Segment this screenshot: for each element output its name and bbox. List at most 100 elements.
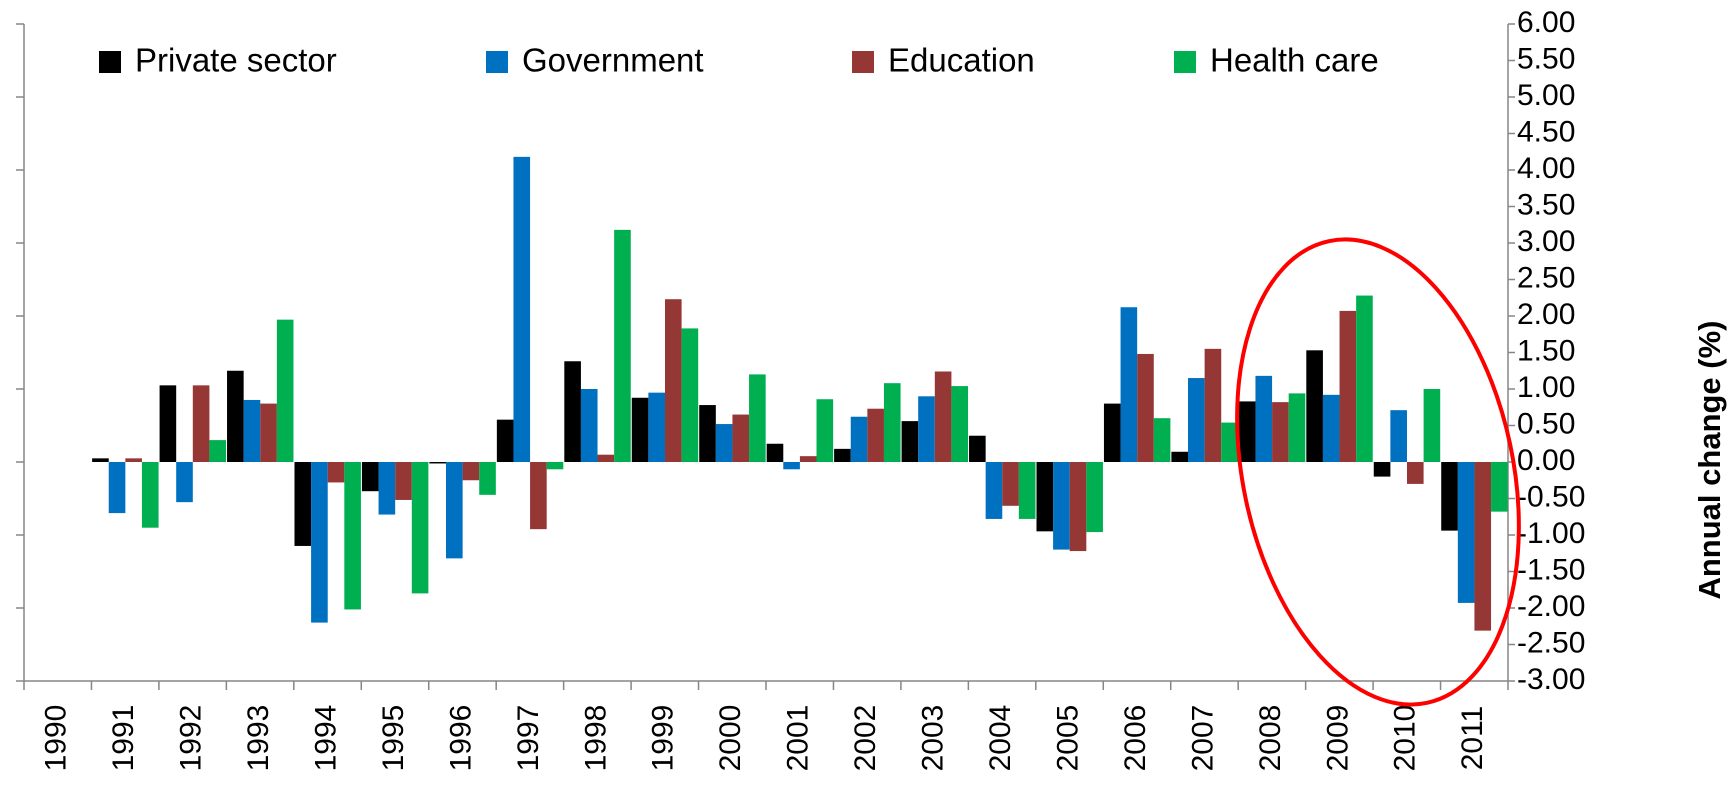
legend-swatch: [486, 51, 508, 73]
bar: [614, 229, 631, 462]
bar: [681, 328, 699, 462]
x-tick-label: 2004: [984, 705, 1017, 772]
y-tick-label: 5.50: [1517, 42, 1575, 75]
x-tick-label: 1997: [512, 705, 545, 772]
bar: [1069, 462, 1087, 552]
bar: [1221, 422, 1238, 462]
legend-label: Private sector: [135, 42, 337, 79]
bar: [479, 462, 496, 495]
bar: [209, 440, 227, 462]
x-tick-label: 2005: [1051, 705, 1084, 772]
bar: [429, 462, 447, 464]
bar: [951, 386, 969, 462]
bar: [1306, 350, 1323, 462]
y-axis-title: Annual change (%): [1692, 320, 1727, 599]
x-tick-label: 1992: [175, 705, 208, 772]
bar: [631, 397, 649, 462]
y-tick-label: 0.00: [1517, 444, 1575, 477]
bar: [276, 319, 294, 462]
x-tick-label: 2003: [917, 705, 950, 772]
bar: [580, 389, 598, 462]
bar: [496, 419, 514, 462]
bar: [1406, 462, 1424, 484]
bar: [294, 462, 312, 546]
bar: [1002, 462, 1019, 506]
y-tick-label: -0.50: [1517, 480, 1585, 513]
bar: [834, 448, 851, 462]
bar: [664, 299, 682, 462]
bar: [1322, 394, 1340, 462]
bar: [546, 462, 564, 470]
bar: [1373, 462, 1391, 477]
bar: [1491, 462, 1508, 512]
bar: [1272, 402, 1289, 462]
bar: [648, 392, 665, 462]
y-tick-label: 1.50: [1517, 334, 1575, 367]
y-tick-label: 3.50: [1517, 188, 1575, 221]
x-tick-label: 1990: [40, 705, 73, 772]
bar: [1288, 393, 1306, 462]
bar: [799, 456, 817, 462]
y-tick-label: -3.00: [1517, 663, 1585, 696]
bar: [985, 462, 1003, 519]
x-tick-label: 1995: [377, 705, 410, 772]
bar: [969, 435, 986, 462]
bar: [1018, 462, 1036, 519]
bar: [1204, 348, 1222, 462]
bar: [462, 462, 480, 481]
bar: [732, 414, 750, 462]
legend-label: Education: [888, 42, 1035, 79]
bar: [749, 374, 766, 462]
bar: [564, 361, 581, 462]
y-tick-label: -2.00: [1517, 590, 1585, 623]
bar: [395, 462, 412, 500]
x-tick-label: 2009: [1321, 705, 1354, 772]
bar: [1255, 375, 1273, 462]
bar: [1153, 418, 1171, 462]
x-tick-label: 1996: [444, 705, 477, 772]
bar: [597, 454, 615, 462]
x-tick-label: 2007: [1186, 705, 1219, 772]
bar: [783, 462, 800, 470]
y-tick-label: 5.00: [1517, 79, 1575, 112]
bar: [1171, 451, 1189, 462]
bar: [715, 424, 733, 462]
bar: [344, 462, 361, 610]
bar: [1188, 378, 1205, 462]
bar: [311, 462, 328, 623]
bar: [766, 443, 784, 462]
highlight-ellipse: [1235, 237, 1521, 707]
x-tick-label: 1994: [309, 705, 342, 772]
legend-label: Health care: [1210, 42, 1379, 79]
y-tick-label: 4.00: [1517, 152, 1575, 185]
bar: [159, 385, 177, 462]
x-tick-label: 1998: [579, 705, 612, 772]
x-tick-label: 2011: [1456, 706, 1489, 771]
bar: [530, 462, 547, 530]
bar: [108, 462, 126, 514]
bar: [850, 416, 868, 462]
bar: [446, 462, 463, 559]
bar: [192, 385, 210, 462]
bar: [1137, 353, 1154, 462]
bar: [227, 370, 244, 462]
y-tick-label: 0.50: [1517, 407, 1575, 440]
bar: [1120, 307, 1138, 462]
bar: [699, 405, 716, 462]
y-tick-label: 1.00: [1517, 371, 1575, 404]
bar: [918, 396, 935, 462]
bar: [1423, 389, 1441, 462]
bar: [883, 383, 901, 462]
y-tick-label: 2.00: [1517, 298, 1575, 331]
bar: [513, 156, 531, 463]
legend-swatch: [1174, 51, 1196, 73]
bar: [867, 408, 884, 462]
y-tick-label: 2.50: [1517, 261, 1575, 294]
legend-label: Government: [522, 42, 704, 79]
bar: [1390, 410, 1407, 462]
y-tick-label: -1.00: [1517, 517, 1585, 550]
bar: [1036, 462, 1054, 532]
bar: [1474, 462, 1492, 631]
x-tick-label: 2010: [1389, 705, 1422, 772]
